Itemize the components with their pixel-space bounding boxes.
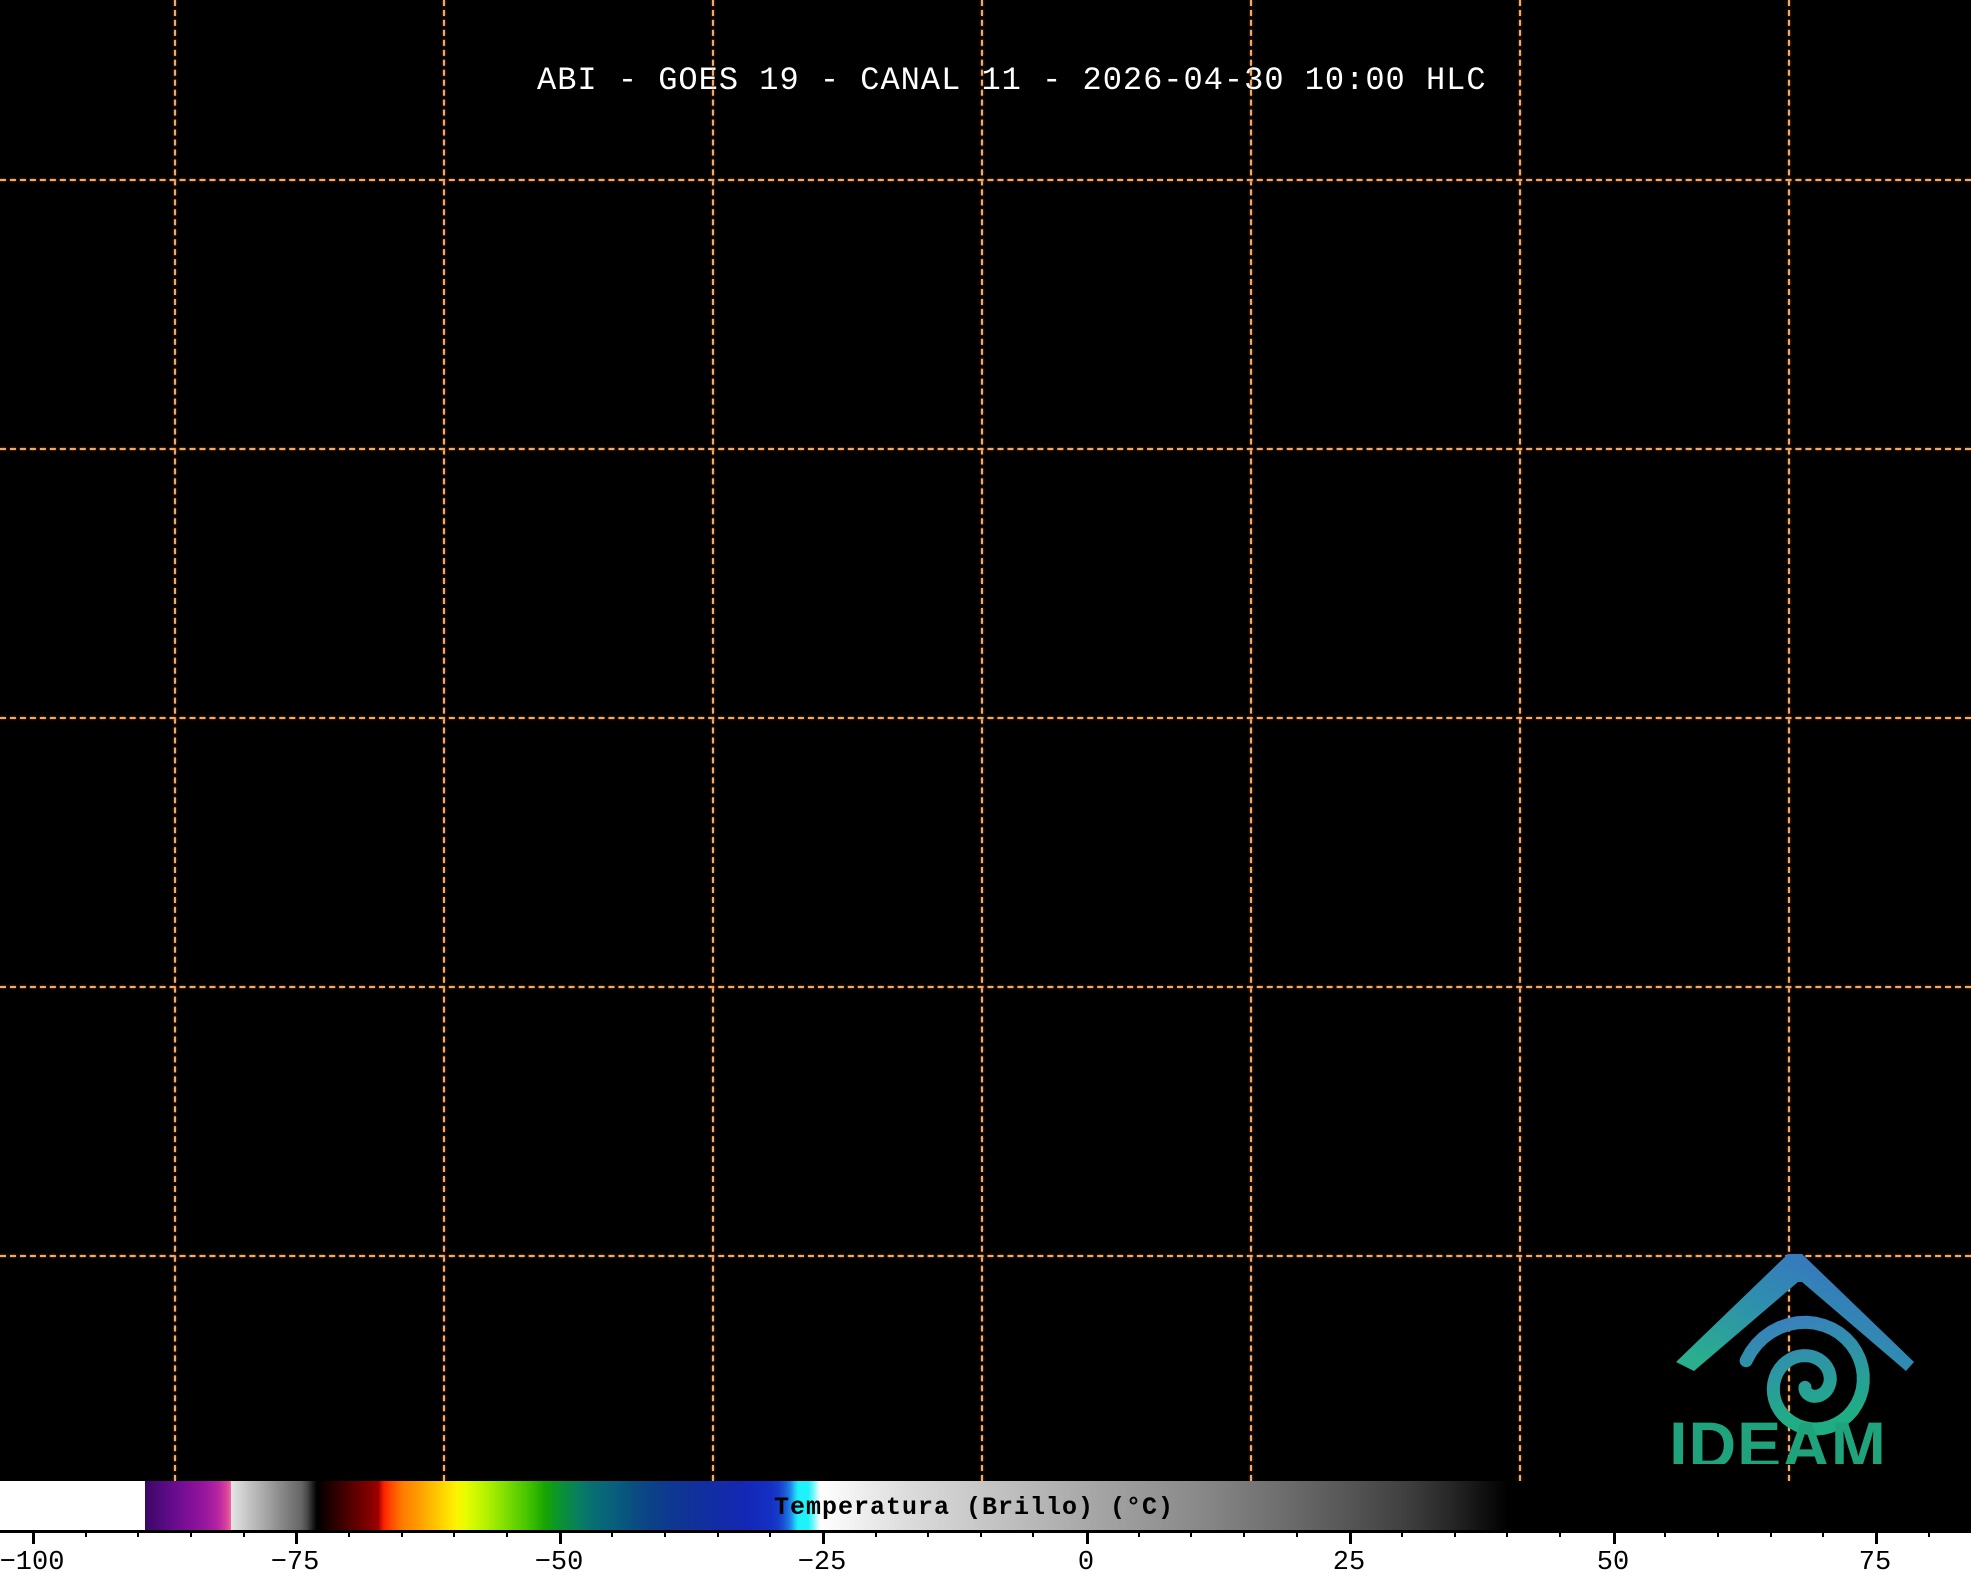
svg-text:IDEAM: IDEAM: [1670, 1408, 1887, 1464]
